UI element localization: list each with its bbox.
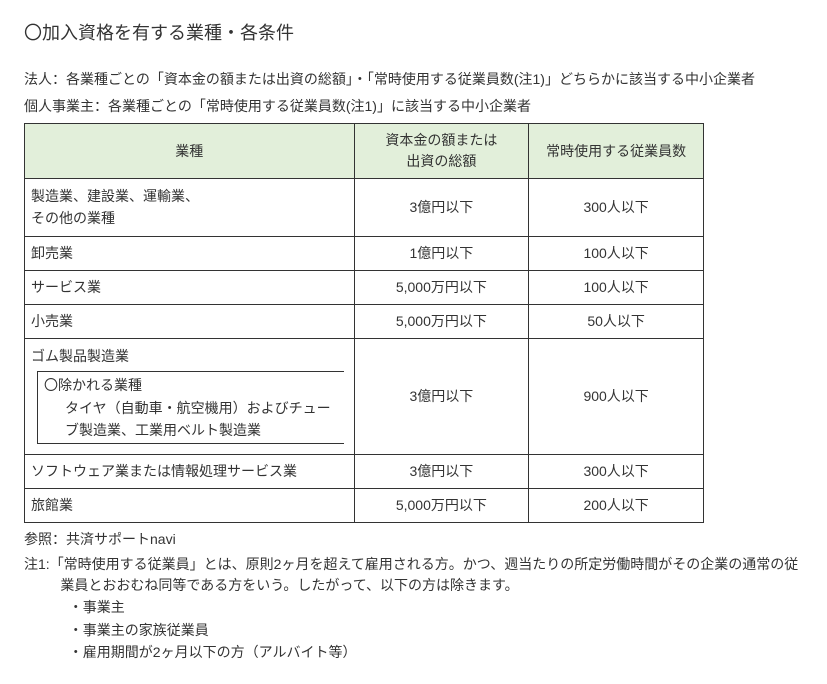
table-row: ソフトウェア業または情報処理サービス業 3億円以下 300人以下 — [25, 455, 704, 489]
cell-employees: 100人以下 — [529, 270, 704, 304]
reference-text: 参照：共済サポートnavi — [24, 529, 803, 550]
cell-capital: 3億円以下 — [354, 455, 529, 489]
header-employees: 常時使用する従業員数 — [529, 124, 704, 179]
excluded-box: 〇除かれる業種 タイヤ（自動車・航空機用）およびチュー ブ製造業、工業用ベルト製… — [37, 371, 344, 444]
eligibility-table: 業種 資本金の額または 出資の総額 常時使用する従業員数 製造業、建設業、運輸業… — [24, 123, 704, 523]
cell-capital: 5,000万円以下 — [354, 304, 529, 338]
table-row: サービス業 5,000万円以下 100人以下 — [25, 270, 704, 304]
cell-employees: 50人以下 — [529, 304, 704, 338]
cell-employees: 300人以下 — [529, 455, 704, 489]
cell-capital: 3億円以下 — [354, 179, 529, 237]
cell-industry-rubber: ゴム製品製造業 〇除かれる業種 タイヤ（自動車・航空機用）およびチュー ブ製造業… — [25, 338, 355, 455]
note1-bullet: ・雇用期間が2ヶ月以下の方（アルバイト等） — [24, 641, 803, 663]
cell-industry: 小売業 — [25, 304, 355, 338]
header-capital: 資本金の額または 出資の総額 — [354, 124, 529, 179]
cell-industry: 製造業、建設業、運輸業、 その他の業種 — [25, 179, 355, 237]
cell-industry: 旅館業 — [25, 489, 355, 523]
header-capital-line1: 資本金の額または — [385, 132, 497, 148]
note1-bullet: ・事業主 — [24, 596, 803, 618]
intro-corporate: 法人：各業種ごとの「資本金の額または出資の総額」・「常時使用する従業員数(注1)… — [24, 69, 803, 90]
cell-employees: 900人以下 — [529, 338, 704, 455]
table-row: 卸売業 1億円以下 100人以下 — [25, 236, 704, 270]
table-row: 旅館業 5,000万円以下 200人以下 — [25, 489, 704, 523]
table-row: 小売業 5,000万円以下 50人以下 — [25, 304, 704, 338]
table-row: 製造業、建設業、運輸業、 その他の業種 3億円以下 300人以下 — [25, 179, 704, 237]
header-industry: 業種 — [25, 124, 355, 179]
excluded-line1: タイヤ（自動車・航空機用）およびチュー — [44, 397, 344, 419]
cell-employees: 100人以下 — [529, 236, 704, 270]
cell-employees: 300人以下 — [529, 179, 704, 237]
table-header-row: 業種 資本金の額または 出資の総額 常時使用する従業員数 — [25, 124, 704, 179]
cell-industry: サービス業 — [25, 270, 355, 304]
note1-text: 「常時使用する従業員」とは、原則2ヶ月を超えて雇用される方。かつ、週当たりの所定… — [50, 556, 799, 593]
intro-individual: 個人事業主：各業種ごとの「常時使用する従業員数(注1)」に該当する中小企業者 — [24, 96, 803, 117]
cell-industry: 卸売業 — [25, 236, 355, 270]
note1-bullet: ・事業主の家族従業員 — [24, 619, 803, 641]
cell-capital: 3億円以下 — [354, 338, 529, 455]
cell-employees: 200人以下 — [529, 489, 704, 523]
page-title: 〇加入資格を有する業種・各条件 — [24, 20, 803, 47]
industry-line1: 製造業、建設業、運輸業、 — [31, 188, 199, 204]
excluded-line2: ブ製造業、工業用ベルト製造業 — [44, 419, 344, 441]
table-row: ゴム製品製造業 〇除かれる業種 タイヤ（自動車・航空機用）およびチュー ブ製造業… — [25, 338, 704, 455]
industry-line2: その他の業種 — [31, 210, 115, 226]
note1-label: 注1: — [24, 556, 50, 572]
header-capital-line2: 出資の総額 — [406, 153, 476, 169]
note1: 注1:「常時使用する従業員」とは、原則2ヶ月を超えて雇用される方。かつ、週当たり… — [24, 554, 803, 596]
cell-capital: 5,000万円以下 — [354, 489, 529, 523]
industry-rubber-title: ゴム製品製造業 — [31, 345, 346, 367]
cell-capital: 5,000万円以下 — [354, 270, 529, 304]
cell-industry: ソフトウェア業または情報処理サービス業 — [25, 455, 355, 489]
excluded-title: 〇除かれる業種 — [44, 374, 344, 396]
cell-capital: 1億円以下 — [354, 236, 529, 270]
